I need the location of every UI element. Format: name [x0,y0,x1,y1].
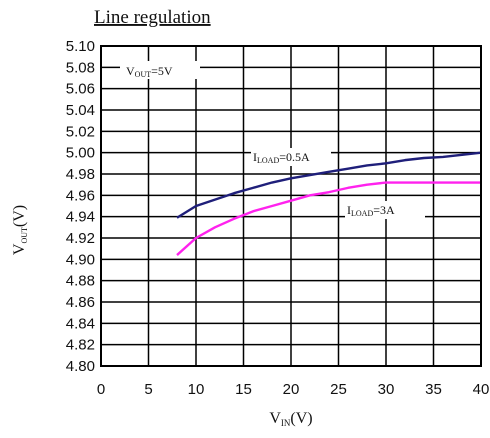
y-tick-label: 5.06 [66,81,95,98]
x-tick-label: 10 [188,381,205,398]
x-tick-label: 0 [97,381,105,398]
series-line-0 [176,151,482,219]
y-tick-label: 4.82 [66,337,95,354]
series-line-1 [176,181,481,256]
series-lines [176,151,482,256]
y-tick-label: 4.90 [66,251,95,268]
annotation-background [120,61,200,79]
x-tick-label: 25 [330,381,347,398]
series-label-0.5a: ILOAD=0.5A [253,150,310,165]
y-tick-label: 5.08 [66,59,95,76]
x-tick-labels: 0 5 10 15 20 25 30 35 40 [97,381,490,398]
x-tick-label: 30 [378,381,395,398]
x-axis-label: VIN(V) [269,410,312,428]
y-tick-label: 5.02 [66,123,95,140]
y-axis-label: VOUT(V) [11,205,29,255]
series-label-3a: ILOAD=3A [347,203,395,218]
x-tick-label: 5 [144,381,152,398]
x-tick-label: 35 [425,381,442,398]
x-tick-label: 40 [473,381,490,398]
y-tick-label: 5.00 [66,145,95,162]
series-label-background [345,201,425,219]
y-tick-label: 4.98 [66,166,95,183]
chart-title: Line regulation [94,7,211,28]
y-tick-label: 4.88 [66,273,95,290]
plot-frame [100,45,482,367]
y-tick-labels: 5.10 5.08 5.06 5.04 5.02 5.00 4.98 4.96 4.94 4.92… [66,38,95,375]
y-tick-label: 4.96 [66,187,95,204]
y-tick-label: 4.80 [66,358,95,375]
annotation-vout: VOUT=5V [126,64,173,79]
x-tick-label: 20 [283,381,300,398]
series-label-background [251,148,331,166]
y-tick-label: 4.94 [66,209,95,226]
y-tick-label: 5.04 [66,102,95,119]
y-tick-label: 4.84 [66,315,95,332]
x-tick-label: 15 [235,381,252,398]
y-tick-label: 4.92 [66,230,95,247]
y-tick-label: 5.10 [66,38,95,55]
y-tick-label: 4.86 [66,294,95,311]
